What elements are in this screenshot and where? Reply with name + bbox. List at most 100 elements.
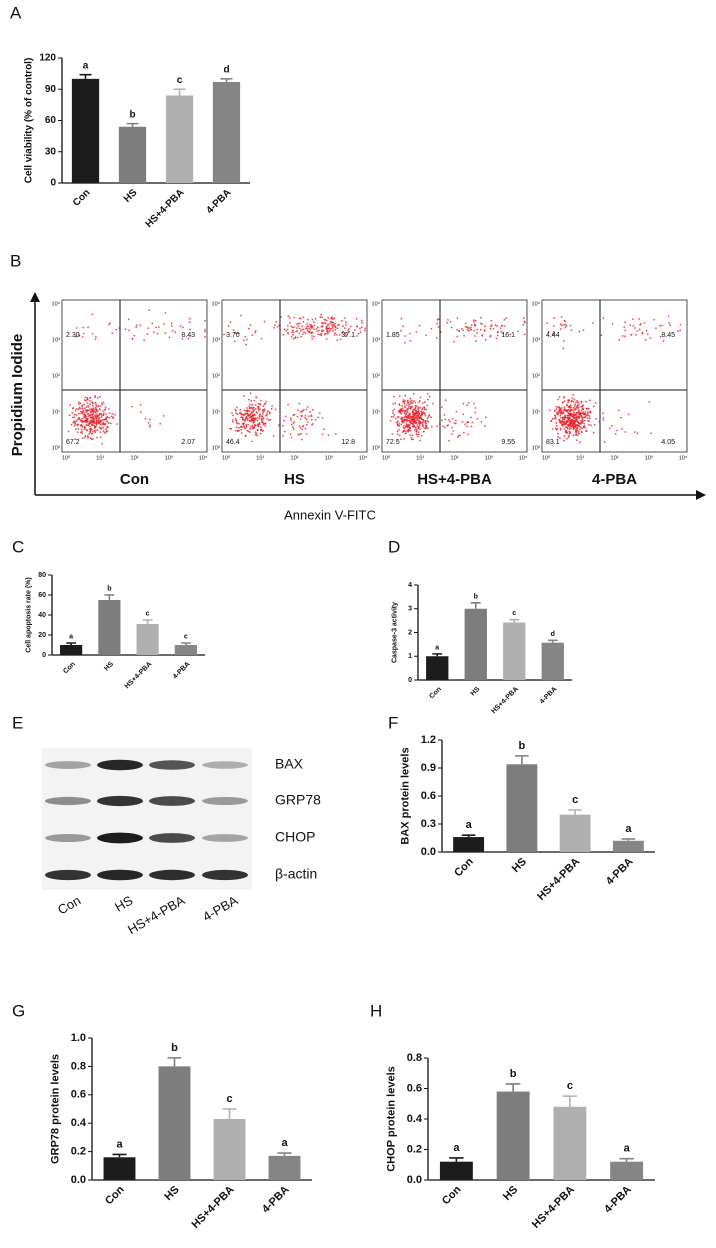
- event-dot: [407, 405, 410, 408]
- event-dot: [320, 330, 323, 333]
- y-tick-label: 10⁴: [372, 300, 381, 307]
- event-dot: [559, 421, 562, 424]
- event-dot: [331, 325, 334, 328]
- event-dot: [332, 318, 334, 320]
- error-bar: [220, 78, 233, 82]
- event-dot: [321, 417, 324, 419]
- event-dot: [135, 324, 138, 326]
- bar: [426, 656, 449, 680]
- event-dot: [584, 410, 587, 413]
- event-dot: [254, 417, 257, 420]
- event-dot: [480, 322, 482, 325]
- panel-label: D: [388, 537, 400, 556]
- event-dot: [423, 430, 425, 433]
- event-dot: [588, 423, 590, 426]
- event-dot: [85, 411, 88, 413]
- event-dot: [402, 399, 405, 401]
- bar: [506, 764, 538, 852]
- event-dot: [583, 424, 586, 427]
- significance-letter: a: [453, 1142, 460, 1154]
- error-bar: [568, 809, 582, 815]
- event-dot: [575, 433, 578, 436]
- event-dot: [96, 429, 99, 431]
- event-dot: [276, 325, 279, 328]
- event-dot: [524, 321, 526, 324]
- event-dot: [102, 421, 104, 424]
- event-dot: [187, 337, 190, 340]
- event-dot: [249, 431, 251, 434]
- event-dot: [91, 313, 94, 316]
- event-dot: [359, 327, 361, 330]
- event-dot: [393, 395, 395, 398]
- event-dot: [106, 425, 109, 428]
- event-dot: [575, 401, 577, 404]
- event-dot: [464, 322, 467, 325]
- event-dot: [421, 423, 424, 425]
- event-dot: [325, 319, 328, 322]
- event-dot: [164, 312, 167, 314]
- event-dot: [451, 417, 454, 420]
- event-dot: [567, 417, 569, 420]
- event-dot: [411, 434, 414, 437]
- event-dot: [249, 324, 252, 327]
- x-tick-label: 4-PBA: [539, 686, 559, 706]
- event-dot: [104, 406, 107, 409]
- event-dot: [282, 333, 285, 336]
- event-dot: [290, 325, 293, 328]
- event-dot: [331, 324, 333, 326]
- event-dot: [272, 435, 275, 438]
- event-dot: [632, 325, 635, 327]
- event-dot: [444, 399, 447, 402]
- event-dot: [581, 427, 583, 430]
- event-dot: [263, 409, 266, 412]
- event-dot: [578, 413, 580, 416]
- event-dot: [147, 421, 150, 424]
- group-label: Con: [120, 471, 149, 488]
- event-dot: [424, 427, 427, 430]
- event-dot: [91, 413, 94, 416]
- event-dot: [452, 430, 455, 432]
- event-dot: [603, 441, 606, 443]
- event-dot: [354, 329, 356, 331]
- event-dot: [155, 326, 158, 329]
- event-dot: [91, 421, 94, 424]
- event-dot: [470, 425, 473, 428]
- event-dot: [139, 324, 142, 327]
- event-dot: [314, 418, 317, 421]
- event-dot: [419, 417, 422, 420]
- event-dot: [101, 419, 103, 422]
- event-dot: [646, 333, 649, 335]
- group-label: HS: [284, 471, 305, 488]
- panel-label: G: [12, 1001, 25, 1020]
- y-tick-label: 0: [50, 178, 56, 189]
- event-dot: [426, 393, 429, 395]
- event-dot: [78, 416, 81, 419]
- event-dot: [499, 327, 502, 329]
- event-dot: [430, 416, 432, 418]
- y-tick-label: 10⁴: [52, 300, 61, 307]
- event-dot: [170, 322, 173, 324]
- event-dot: [442, 425, 444, 427]
- quadrant-percent: 16.1: [501, 332, 515, 339]
- event-dot: [473, 329, 476, 332]
- event-dot: [566, 432, 568, 434]
- event-dot: [413, 400, 415, 403]
- event-dot: [232, 414, 235, 417]
- event-dot: [405, 410, 408, 413]
- event-dot: [91, 432, 94, 435]
- event-dot: [443, 414, 446, 416]
- event-dot: [301, 325, 304, 328]
- event-dot: [570, 406, 572, 409]
- event-dot: [86, 396, 89, 399]
- blot-band: [97, 759, 143, 771]
- x-tick-label: HS+4-PBA: [530, 1184, 577, 1231]
- x-tick-label: 4-PBA: [260, 1184, 292, 1216]
- event-dot: [252, 406, 255, 409]
- significance-letter: d: [223, 64, 229, 75]
- event-dot: [421, 411, 424, 414]
- event-dot: [286, 328, 289, 331]
- event-dot: [428, 395, 431, 398]
- arrow-head: [30, 292, 40, 302]
